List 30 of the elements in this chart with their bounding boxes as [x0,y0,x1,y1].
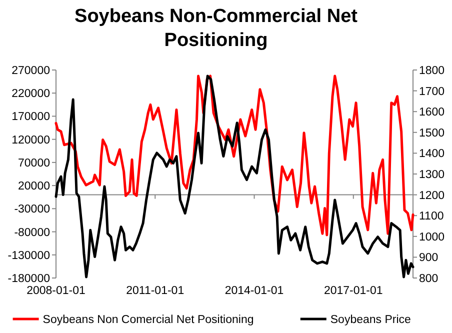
y-tick-label: -130000 [8,250,50,262]
x-tick-label: 2011-01-01 [126,285,184,297]
y2-tick-label: 1400 [419,148,445,160]
y-tick-label: -180000 [8,273,50,286]
y2-tick-label: 1200 [419,190,445,202]
y-tick-label: 120000 [12,134,50,146]
line-series [54,74,414,278]
legend-label: Soybeans Price [330,314,411,326]
y2-tick-label: 1000 [419,231,445,244]
y-tick-label: -80000 [14,226,50,239]
y-tick-label: 70000 [18,157,50,170]
line-series [54,74,414,236]
y-tick-label: -30000 [14,204,50,216]
y2-tick-label: 1600 [419,106,445,119]
y-tick-label: 270000 [12,65,50,78]
y2-tick-label: 800 [419,273,438,286]
y-tick-label: 220000 [12,88,50,100]
x-tick-label: 2008-01-01 [26,285,86,297]
y2-tick-label: 1300 [419,169,445,182]
chart-title: Soybeans Non-Commercial Net Positioning [74,6,358,51]
y2-tick-label: 1800 [419,65,445,78]
y2-tick-label: 900 [419,252,438,264]
y-tick-label: 20000 [18,180,50,193]
y2-tick-label: 1700 [419,86,445,98]
y2-tick-label: 1100 [419,210,444,223]
x-tick-label: 2017-01-01 [324,285,383,297]
legend-label: Soybeans Non Comercial Net Positioning [42,314,254,326]
y2-tick-label: 1500 [419,127,445,140]
x-tick-label: 2014-01-01 [224,285,284,297]
y-tick-label: 170000 [12,111,50,124]
